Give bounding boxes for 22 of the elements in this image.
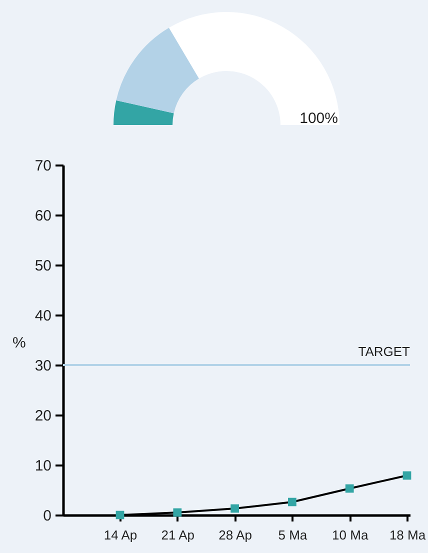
x-tick-label: 5 Ma xyxy=(278,528,308,542)
text: 100% xyxy=(300,110,338,127)
point xyxy=(230,504,239,513)
x-tick-label: 28 Ap xyxy=(218,528,252,542)
y-tick-label: 10 xyxy=(34,458,52,474)
x-tick-label: 21 Ap xyxy=(161,528,195,542)
y-tick-label: 40 xyxy=(34,308,52,324)
point xyxy=(345,484,354,493)
point xyxy=(402,471,412,480)
y-tick-label: 0 xyxy=(43,508,52,524)
y-tick-label: 70 xyxy=(34,158,52,174)
y-axis-title: % xyxy=(12,334,26,352)
y-tick-label: 50 xyxy=(34,258,52,274)
x-tick-label: 18 Ma xyxy=(389,528,426,542)
x-tick-label: 14 Ap xyxy=(104,528,138,542)
point xyxy=(288,498,296,506)
ref-line-label: TARGET xyxy=(358,344,410,359)
y-tick-label: 30 xyxy=(34,358,52,374)
y-tick-label: 20 xyxy=(34,408,52,424)
x-tick-label: 10 Ma xyxy=(332,528,369,542)
point xyxy=(173,508,182,517)
y-tick-label: 60 xyxy=(34,208,52,224)
